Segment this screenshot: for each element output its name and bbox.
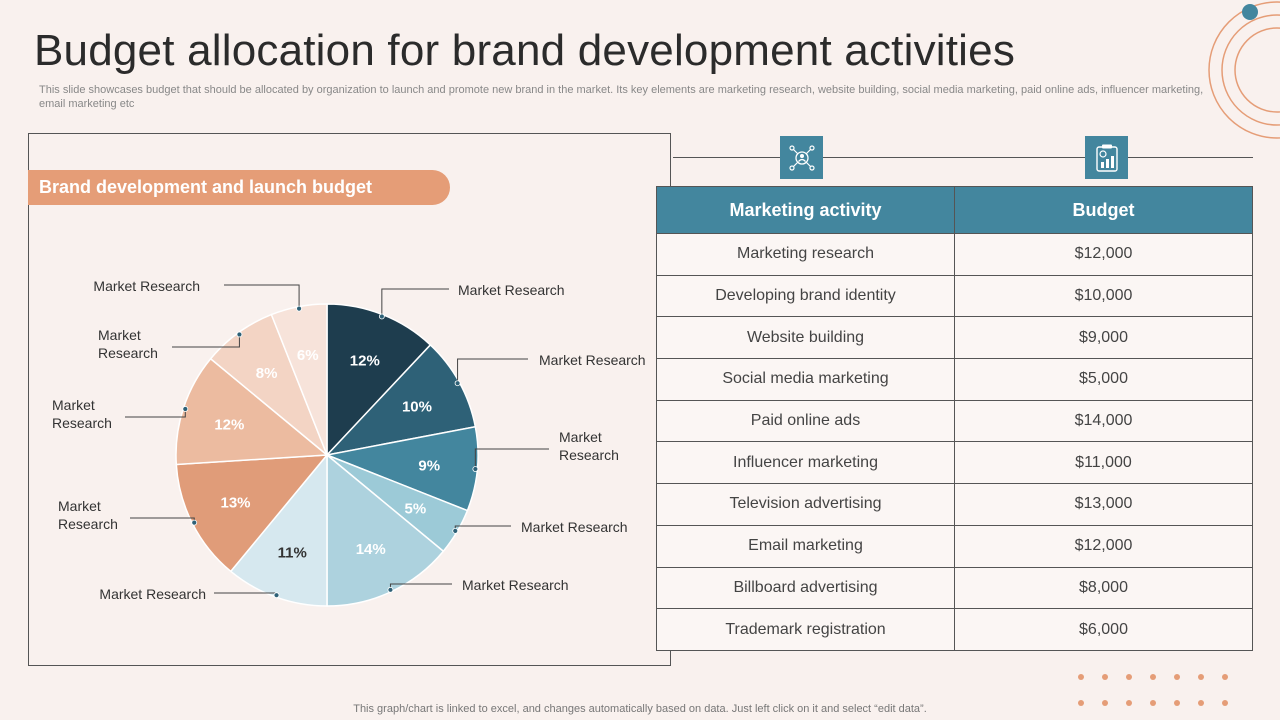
table-row: Television advertising $13,000 bbox=[656, 483, 1253, 526]
page-title: Budget allocation for brand development … bbox=[34, 26, 1016, 75]
budget-cell: $12,000 bbox=[954, 524, 1253, 568]
page-subtitle: This slide showcases budget that should … bbox=[39, 84, 1204, 110]
budget-cell: $6,000 bbox=[954, 608, 1253, 651]
column-header-activity: Marketing activity bbox=[656, 186, 955, 234]
activity-cell: Social media marketing bbox=[656, 358, 955, 401]
footer-note: This graph/chart is linked to excel, and… bbox=[353, 703, 927, 715]
activity-cell: Paid online ads bbox=[656, 399, 955, 443]
table-row: Email marketing $12,000 bbox=[656, 524, 1253, 568]
network-users-icon bbox=[780, 136, 823, 179]
budget-table: Marketing activity Budget Marketing rese… bbox=[656, 186, 1253, 651]
table-row: Influencer marketing $11,000 bbox=[656, 441, 1253, 485]
table-row: Website building $9,000 bbox=[656, 316, 1253, 360]
decorative-dot-icon bbox=[1242, 4, 1258, 20]
budget-cell: $9,000 bbox=[954, 316, 1253, 360]
budget-cell: $13,000 bbox=[954, 483, 1253, 526]
activity-cell: Marketing research bbox=[656, 233, 955, 276]
column-header-budget: Budget bbox=[954, 186, 1253, 234]
chart-frame bbox=[28, 133, 671, 666]
table-row: Social media marketing $5,000 bbox=[656, 358, 1253, 401]
budget-cell: $5,000 bbox=[954, 358, 1253, 401]
table-header-row: Marketing activity Budget bbox=[656, 186, 1253, 234]
budget-cell: $12,000 bbox=[954, 233, 1253, 276]
budget-cell: $10,000 bbox=[954, 274, 1253, 318]
budget-cell: $8,000 bbox=[954, 566, 1253, 610]
table-row: Billboard advertising $8,000 bbox=[656, 566, 1253, 610]
table-row: Paid online ads $14,000 bbox=[656, 399, 1253, 443]
decorative-dots bbox=[1078, 674, 1238, 714]
chart-heading: Brand development and launch budget bbox=[28, 170, 450, 205]
clipboard-chart-icon bbox=[1085, 136, 1128, 179]
activity-cell: Influencer marketing bbox=[656, 441, 955, 485]
activity-cell: Trademark registration bbox=[656, 608, 955, 651]
decorative-circles bbox=[1208, 1, 1280, 139]
activity-cell: Television advertising bbox=[656, 483, 955, 526]
activity-cell: Website building bbox=[656, 316, 955, 360]
budget-cell: $11,000 bbox=[954, 441, 1253, 485]
table-row: Developing brand identity $10,000 bbox=[656, 274, 1253, 318]
activity-cell: Email marketing bbox=[656, 524, 955, 568]
activity-cell: Billboard advertising bbox=[656, 566, 955, 610]
budget-cell: $14,000 bbox=[954, 399, 1253, 443]
divider-line bbox=[673, 157, 1253, 158]
table-row: Marketing research $12,000 bbox=[656, 233, 1253, 276]
table-row: Trademark registration $6,000 bbox=[656, 608, 1253, 651]
activity-cell: Developing brand identity bbox=[656, 274, 955, 318]
